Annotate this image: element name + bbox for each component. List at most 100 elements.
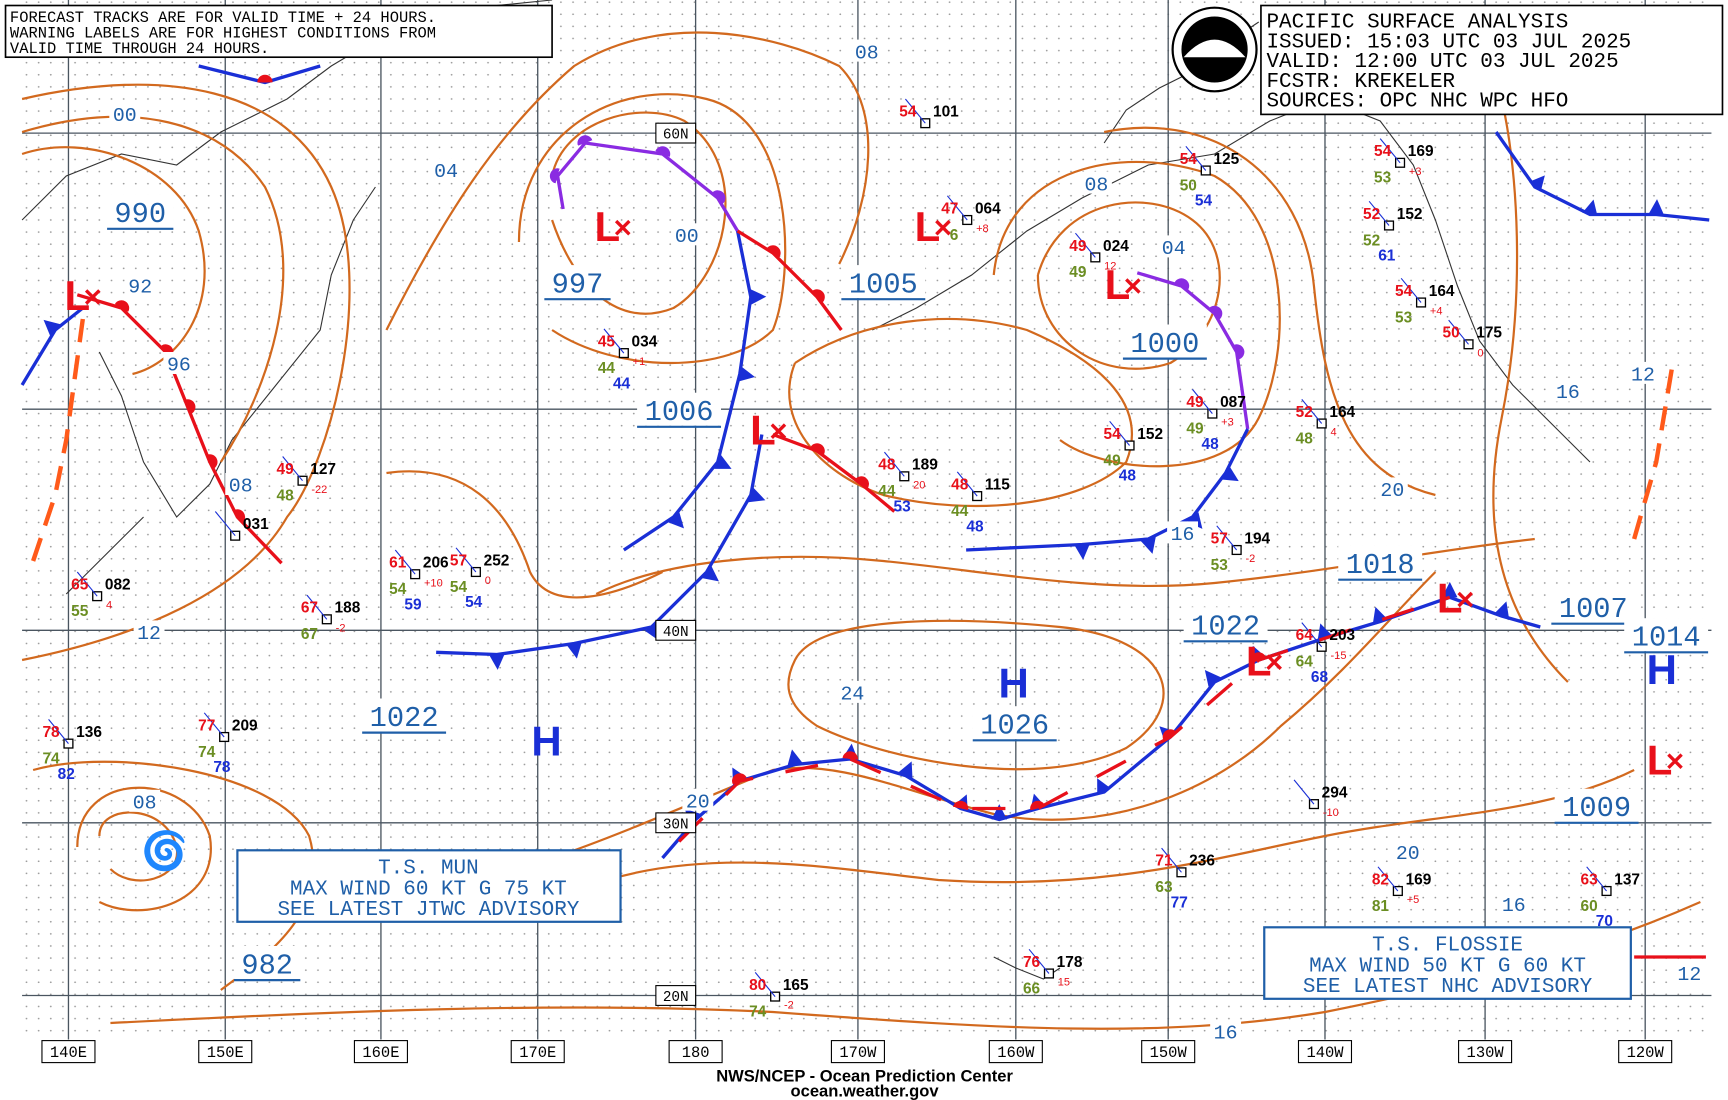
station-temperature: 54 [899,104,917,121]
station-temperature: 49 [1186,394,1203,411]
wind-barb [1400,277,1422,303]
isobar-label-bg [1167,521,1199,544]
notice-line: FORECAST TRACKS ARE FOR VALID TIME + 24 … [10,9,436,27]
station-tendency: +5 [1407,894,1420,906]
lon-label: 150W [1150,1044,1188,1062]
wind-barb [904,98,926,124]
isobar-label-bg [1552,379,1584,402]
isobar-label: 96 [167,354,191,377]
wind-barb [394,549,416,575]
station-tendency: 0 [485,575,491,587]
station-pressure: 125 [1213,151,1239,168]
notice-box: FORECAST TRACKS ARE FOR VALID TIME + 24 … [4,4,553,59]
info-line: ISSUED: 15:03 UTC 03 JUL 2025 [1266,31,1631,54]
station-temperature: 54 [1180,151,1198,168]
advisory-mun: T.S. MUN MAX WIND 60 KT G 75 KT SEE LATE… [236,849,622,923]
wind-barb [203,712,225,738]
station-sea-temperature: 44 [613,375,631,392]
fronts: 🌀 [20,64,1710,959]
station-pressure: 175 [1476,325,1502,342]
low-symbol: L [64,272,90,319]
station-temperature: 45 [598,334,616,351]
station-temperature: 47 [941,200,958,217]
low-center-x [935,219,951,236]
high-symbol: H [531,718,561,765]
lat-label: 30N [663,817,689,833]
station-tendency: -15 [1331,650,1347,662]
station-pressure: 165 [783,977,809,994]
station-sea-temperature: 82 [58,766,75,783]
isobar-label-bg [1376,477,1408,500]
station-dewpoint: 6 [950,227,959,244]
station-pressure: 194 [1244,530,1270,547]
advisory-line: SEE LATEST NHC ADVISORY [1303,976,1593,999]
lat-label-box [655,812,697,834]
wind-barb [1293,779,1315,805]
notice-line: VALID TIME THROUGH 24 HOURS. [10,40,269,58]
station-dewpoint: 60 [1581,898,1598,915]
pressure-label-bg [1183,607,1268,641]
wind-barb [603,328,625,354]
isobar-label-bg [1627,361,1659,384]
isobar-label: 20 [1380,479,1404,502]
isobar-label: 20 [686,790,710,813]
pressure-label: 997 [552,269,604,302]
station-dewpoint: 74 [42,750,60,767]
lon-label: 140E [50,1044,87,1062]
station-pressure: 169 [1406,871,1432,888]
lat-label-box [655,122,697,144]
pressure-label-bg [362,698,447,732]
isobar-label-bg [682,788,714,811]
station-dewpoint: 44 [598,360,616,377]
station-pressure: 024 [1103,238,1129,255]
station-tendency: -2 [784,1000,794,1012]
station-temperature: 57 [1211,530,1228,547]
pressure-label: 1000 [1130,328,1199,361]
wind-barb [76,571,98,597]
info-box: PACIFIC SURFACE ANALYSIS ISSUED: 15:03 U… [1171,4,1724,116]
station-sea-temperature: 68 [1311,669,1329,686]
station-pressure: 152 [1397,206,1423,223]
pressure-label: 990 [114,198,166,231]
station-dewpoint: 53 [1374,170,1392,187]
station-temperature: 49 [1069,238,1086,255]
lon-label: 120W [1627,1044,1665,1062]
lon-label-box [668,1040,723,1064]
isobar-label: 08 [133,792,157,815]
lat-label: 20N [663,990,689,1006]
station-tendency: +3 [1221,417,1234,429]
station-pressure: 209 [232,717,258,734]
isobar-label-bg [851,39,883,62]
pressure-label: 1026 [980,710,1049,743]
station-dewpoint: 44 [951,503,969,520]
wind-barb [754,972,776,997]
station-tendency: +4 [1430,306,1443,318]
isobar-label-bg [163,352,195,374]
station-dewpoint: 55 [71,603,89,620]
isobar-label-bg [109,102,141,125]
station-temperature: 77 [198,717,215,734]
low-symbol: L [750,406,776,453]
pressure-label-bg [637,392,722,426]
station-temperature: 63 [1581,871,1599,888]
station-pressure: 101 [933,104,959,121]
station-temperature: 52 [1363,206,1380,223]
wind-barb [282,456,303,482]
pressure-label-bg [1122,324,1207,358]
noaa-logo-bird [1183,39,1246,58]
station-temperature: 54 [1395,283,1413,300]
station-tendency: 20 [913,479,925,491]
low-center-x [84,289,101,305]
wind-barb [1109,420,1130,446]
pressure-label-bg [1338,545,1423,579]
pressure-label: 1006 [645,396,714,429]
station-dewpoint: 49 [1069,264,1086,281]
station-dewpoint: 53 [1211,557,1229,574]
station-sea-temperature: 53 [894,499,912,516]
station-pressure: 137 [1614,871,1640,888]
station-pressure: 034 [632,334,658,351]
lon-label-box [1297,1040,1353,1064]
low-center-x [770,423,787,439]
advisory-line: T.S. FLOSSIE [1372,934,1523,957]
